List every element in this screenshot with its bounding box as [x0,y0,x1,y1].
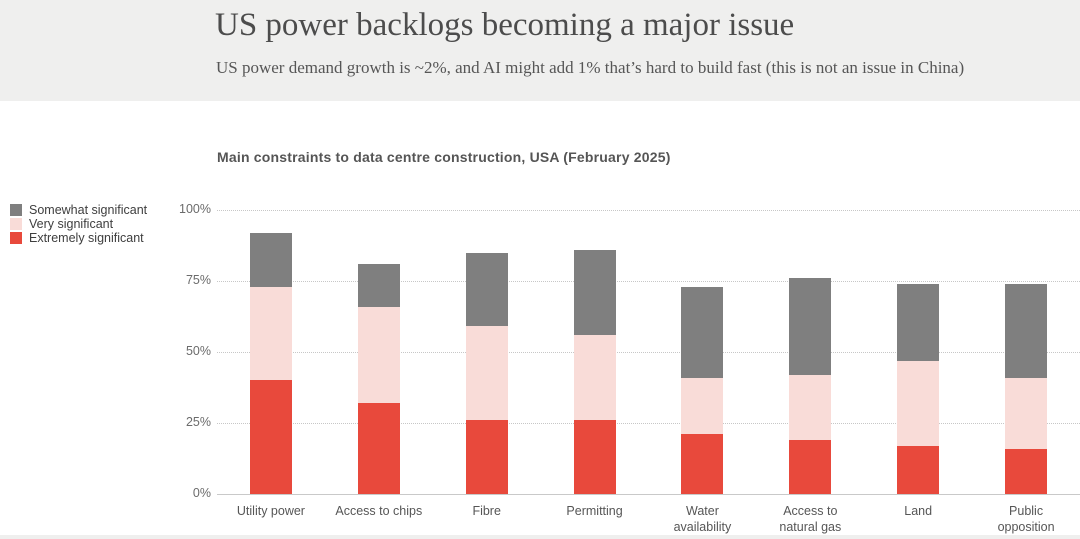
bar-column [649,210,757,494]
bar-segment [249,286,292,381]
y-axis-tick: 0% [192,486,211,500]
bar-segment [681,286,724,378]
legend-label: Somewhat significant [29,203,148,217]
x-axis-label: Permitting [566,504,623,518]
stacked-bar [465,252,508,494]
bar-segment [357,403,400,494]
page-title: US power backlogs becoming a major issue [215,7,795,43]
x-axis-label: Access to chips [335,504,423,518]
y-axis-tick: 50% [185,344,211,358]
bar-segment [897,360,940,446]
legend-swatch [10,204,22,216]
stacked-bar [1005,283,1048,494]
bar-column [217,210,325,494]
bar-column [864,210,972,494]
gridline [217,352,1080,353]
stacked-bar [681,286,724,494]
bar-column [972,210,1080,494]
legend-item: Somewhat significant [10,204,147,216]
legend-swatch [10,218,22,230]
bars-area [217,210,1080,494]
gridline [217,210,1080,211]
bar-segment [573,249,616,335]
stacked-bar [357,263,400,494]
legend-item: Extremely significant [10,232,147,244]
legend-swatch [10,232,22,244]
bar-column [325,210,433,494]
legend-label: Extremely significant [29,231,144,245]
gridline [217,281,1080,282]
bar-column [756,210,864,494]
page-subtitle: US power demand growth is ~2%, and AI mi… [216,58,965,77]
legend-label: Very significant [29,217,114,231]
bar-segment [465,326,508,421]
bottom-strip [0,535,1080,539]
bar-segment [573,420,616,494]
x-axis-labels: Utility power Access to chips Fibre Permitt… [217,503,1080,535]
bar-segment [789,440,832,494]
bar-segment [573,334,616,421]
y-axis-tick: 25% [185,415,211,429]
stacked-bar [897,283,940,494]
bar-segment [249,232,292,287]
x-axis-label: Land [904,504,933,518]
bar-segment [789,278,832,375]
bar-segment [681,434,724,494]
x-axis-label: Access to natural gas [779,504,842,534]
x-axis-line [217,494,1080,495]
header-band: US power backlogs becoming a major issue… [0,0,1080,101]
x-axis-label: Public opposition [997,504,1055,534]
bar-segment [1005,448,1048,494]
bar-segment [249,380,292,494]
bar-segment [789,374,832,441]
bar-column [433,210,541,494]
bar-segment [357,306,400,404]
bar-segment [1005,377,1048,449]
y-axis-tick: 75% [185,273,211,287]
legend-item: Very significant [10,218,147,230]
bar-segment [1005,283,1048,378]
bar-segment [465,252,508,327]
bar-segment [465,420,508,494]
chart-legend: Somewhat significant Very significant Extr… [10,204,147,246]
chart-title: Main constraints to data centre construc… [217,149,671,165]
stacked-bar [249,232,292,494]
x-axis-label: Water availability [673,504,732,534]
bar-column [541,210,649,494]
bar-segment [681,377,724,435]
bar-segment [897,445,940,494]
x-axis-label: Utility power [236,504,305,518]
bar-segment [897,283,940,361]
gridline [217,423,1080,424]
stacked-bar [573,249,616,494]
stacked-bar [789,278,832,494]
y-axis-tick: 100% [179,202,211,216]
bar-segment [357,263,400,307]
x-axis-label: Fibre [472,504,501,518]
